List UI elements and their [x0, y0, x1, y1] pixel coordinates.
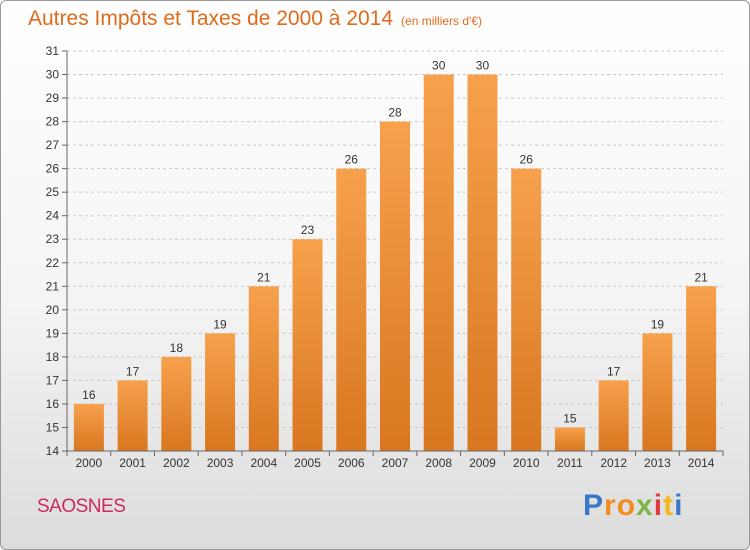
bar-value-label: 23 — [301, 223, 315, 237]
bar — [554, 427, 585, 451]
x-tick-label: 2014 — [688, 456, 715, 470]
y-tick-label: 28 — [46, 115, 60, 129]
y-axis: 14 15 16 17 18 19 20 21 22 23 24 25 26 27 28 29 30 31 — [46, 44, 68, 458]
logo-letter: r — [604, 489, 617, 522]
x-tick-label: 2008 — [425, 456, 452, 470]
bar-value-label: 16 — [82, 388, 96, 402]
logo-letter: i — [674, 489, 684, 522]
bar — [511, 168, 542, 451]
bar-value-label: 30 — [432, 59, 446, 73]
y-tick-label: 29 — [46, 91, 60, 105]
y-tick-label: 24 — [46, 209, 60, 223]
title-text: Autres Impôts et Taxes de 2000 à 2014 — [28, 7, 394, 30]
logo-letter: x — [636, 489, 654, 522]
y-tick-label: 31 — [46, 44, 60, 58]
bar-value-label: 21 — [257, 270, 271, 284]
chart-title: Autres Impôts et Taxes de 2000 à 2014 (en… — [28, 7, 482, 31]
y-tick-label: 22 — [46, 256, 60, 270]
bar-value-label: 19 — [651, 317, 665, 331]
y-tick-label: 23 — [46, 232, 60, 246]
logo-letter: t — [663, 489, 675, 522]
bar-value-label: 26 — [345, 153, 359, 167]
x-tick-label: 2002 — [163, 456, 190, 470]
x-tick-label: 2004 — [250, 456, 277, 470]
bar-value-label: 26 — [520, 153, 534, 167]
x-tick-label: 2006 — [338, 456, 365, 470]
y-tick-label: 15 — [46, 420, 60, 434]
bar-value-label: 17 — [607, 364, 621, 378]
y-tick-label: 14 — [46, 444, 60, 458]
bar — [248, 286, 279, 451]
x-tick-label: 2013 — [644, 456, 671, 470]
bar — [467, 74, 498, 451]
bar — [117, 380, 148, 451]
bar-value-label: 30 — [476, 59, 490, 73]
bar-value-label: 17 — [126, 364, 140, 378]
x-axis: 2000 2001 2002 2003 2004 2005 2006 2007 2008 2009… — [66, 450, 724, 470]
y-tick-label: 17 — [46, 373, 60, 387]
bar — [642, 333, 673, 451]
bar — [292, 239, 323, 451]
y-tick-label: 26 — [46, 162, 60, 176]
proxiti-logo: Proxiti — [583, 489, 683, 523]
x-tick-label: 2012 — [600, 456, 627, 470]
y-tick-label: 19 — [46, 326, 60, 340]
bar — [686, 286, 717, 451]
x-tick-label: 2009 — [469, 456, 496, 470]
bar — [161, 356, 192, 451]
x-tick-label: 2007 — [382, 456, 409, 470]
commune-name: SAOSNES — [37, 496, 126, 517]
x-tick-label: 2000 — [76, 456, 103, 470]
bar-value-label: 21 — [694, 270, 708, 284]
x-tick-label: 2005 — [294, 456, 321, 470]
logo-letter: i — [653, 489, 664, 522]
x-tick-label: 2011 — [557, 456, 583, 470]
bar — [336, 168, 367, 451]
y-tick-label: 21 — [46, 279, 60, 293]
bar-value-label: 28 — [388, 106, 402, 120]
bar-value-label: 19 — [213, 317, 227, 331]
bar — [205, 333, 236, 451]
x-tick-label: 2001 — [119, 456, 146, 470]
y-tick-label: 16 — [46, 397, 60, 411]
bar — [423, 74, 454, 451]
bar-value-label: 15 — [563, 411, 577, 425]
logo-letter: P — [583, 489, 605, 522]
bars: 16 17 18 19 21 23 26 28 30 30 26 15 17 19 21 — [73, 59, 717, 452]
logo-letter: o — [616, 489, 637, 522]
unit-label: (en milliers d'€) — [401, 14, 483, 28]
x-tick-label: 2003 — [207, 456, 234, 470]
bar — [380, 121, 410, 452]
x-tick-label: 2010 — [513, 456, 540, 470]
bar — [598, 380, 629, 451]
y-tick-label: 18 — [46, 350, 60, 364]
bar — [73, 403, 104, 451]
y-tick-label: 27 — [46, 138, 60, 152]
y-tick-label: 25 — [46, 185, 60, 199]
bar-value-label: 18 — [170, 341, 184, 355]
y-tick-label: 30 — [46, 68, 60, 82]
y-tick-label: 20 — [46, 303, 60, 317]
